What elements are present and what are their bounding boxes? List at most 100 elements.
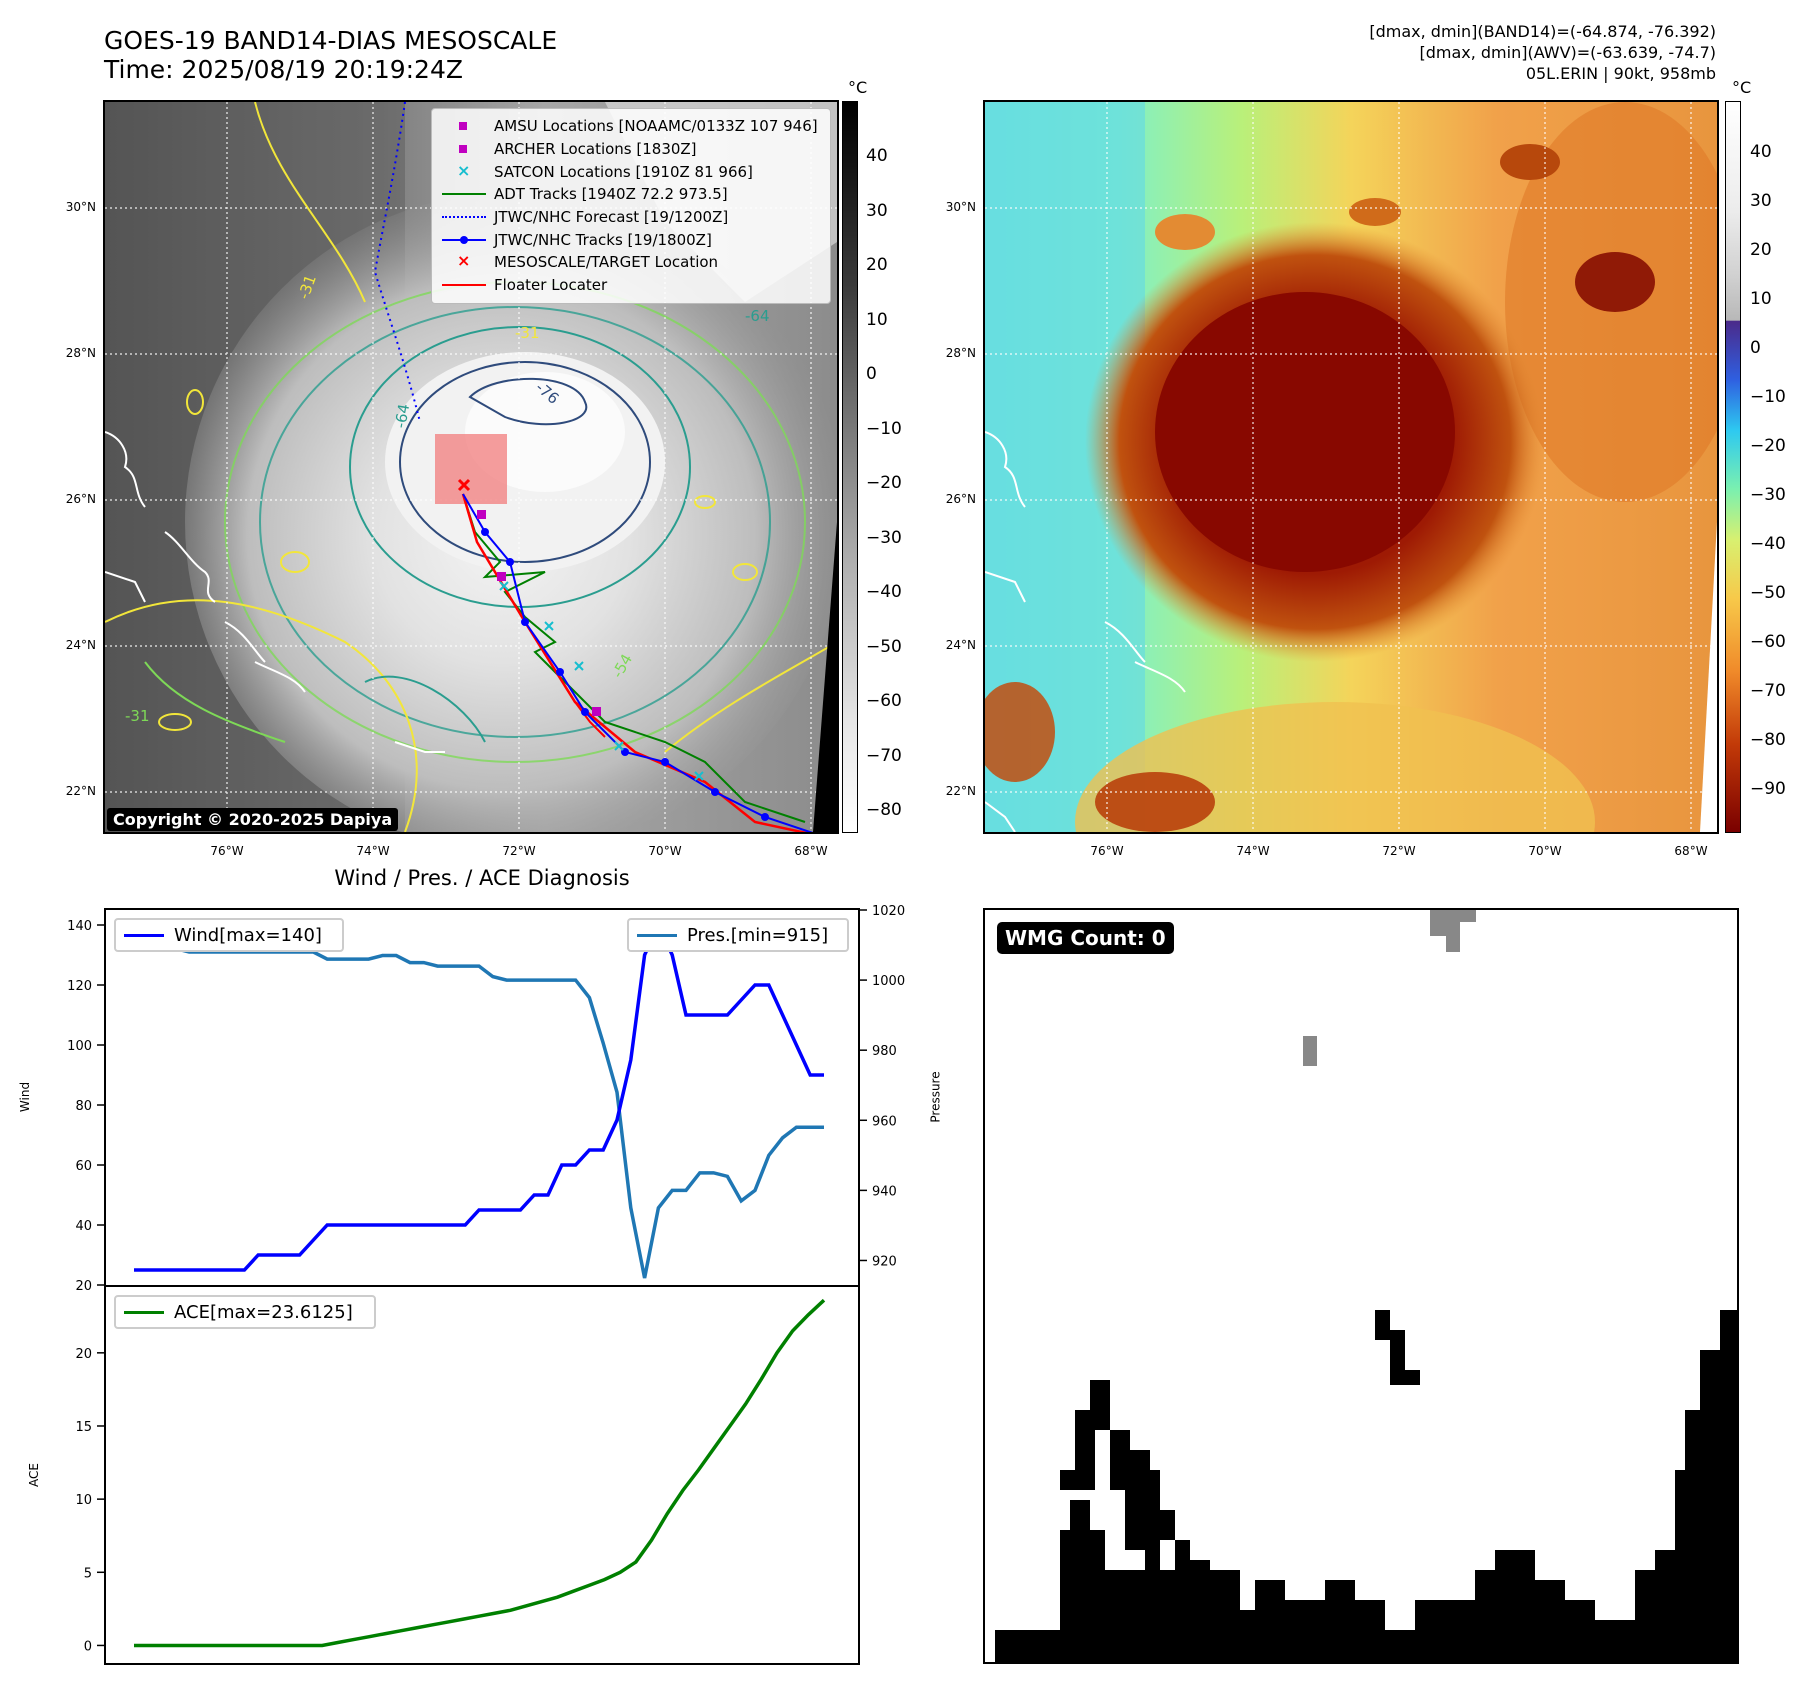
colorbar-tick: 0 xyxy=(866,364,877,384)
wmg-count-badge: WMG Count: 0 xyxy=(997,922,1174,954)
ace-tick-label: 15 xyxy=(75,1420,92,1435)
legend-label: JTWC/NHC Forecast [19/1200Z] xyxy=(494,208,729,227)
lon-label: 74°W xyxy=(356,844,390,858)
ace-tick-label: 10 xyxy=(75,1493,92,1508)
colorbar-tick: −80 xyxy=(1750,730,1786,750)
wmg-panel: WMG Count: 0 xyxy=(983,908,1739,1664)
wind-tick-label: 60 xyxy=(75,1159,92,1174)
wind-axis-label: Wind xyxy=(18,1081,33,1113)
band14-colorbar xyxy=(842,101,858,833)
pressure-legend-label: Pres.[min=915] xyxy=(687,924,829,946)
square-icon xyxy=(459,145,467,154)
colorbar-tick: −10 xyxy=(866,418,902,439)
lon-label: 68°W xyxy=(1674,844,1708,858)
wind-legend: Wind[max=140] xyxy=(114,918,344,952)
lat-label: 22°N xyxy=(945,784,976,798)
lat-label: 24°N xyxy=(65,638,96,652)
wind-tick-label: 140 xyxy=(67,919,92,934)
legend-item-amsu: AMSU Locations [NOAAMC/0133Z 107 946] xyxy=(442,115,820,138)
wmg-mask-image xyxy=(995,910,1737,1662)
info-awv-range: [dmax, dmin](AWV)=(-63.639, -74.7) xyxy=(1419,43,1716,62)
legend-item-adt: ADT Tracks [1940Z 72.2 973.5] xyxy=(442,183,820,206)
legend-item-forecast: JTWC/NHC Forecast [19/1200Z] xyxy=(442,206,820,229)
awv-map xyxy=(983,100,1719,834)
colorbar-tick: 10 xyxy=(866,309,888,330)
colorbar-tick: −10 xyxy=(1750,387,1786,407)
lat-label: 28°N xyxy=(945,346,976,360)
colorbar-tick: −40 xyxy=(866,582,902,602)
ace-plot xyxy=(104,1285,860,1665)
legend-item-satcon: × SATCON Locations [1910Z 81 966] xyxy=(442,160,820,183)
x-marker-icon: × xyxy=(457,251,471,271)
pressure-tick-label: 1000 xyxy=(872,974,905,989)
lon-label: 72°W xyxy=(1382,844,1416,858)
legend-label: ADT Tracks [1940Z 72.2 973.5] xyxy=(494,185,728,204)
legend-item-archer: ARCHER Locations [1830Z] xyxy=(442,138,820,161)
legend-label: ARCHER Locations [1830Z] xyxy=(494,140,697,159)
pressure-legend: Pres.[min=915] xyxy=(627,918,849,952)
wind-tick-label: 40 xyxy=(75,1219,92,1234)
x-marker-icon: × xyxy=(457,160,471,180)
wind-pressure-plot xyxy=(104,908,860,1287)
colorbar-unit: °C xyxy=(1732,78,1752,97)
contour-label: -31 xyxy=(515,324,540,342)
lat-label: 22°N xyxy=(65,784,96,798)
colorbar-tick: 40 xyxy=(1750,142,1772,162)
ace-axis-label: ACE xyxy=(26,1463,41,1487)
colorbar-tick: −90 xyxy=(1750,779,1786,799)
lon-label: 70°W xyxy=(1528,844,1562,858)
line-icon xyxy=(442,284,486,287)
colorbar-tick: 0 xyxy=(1750,338,1761,358)
info-band14-range: [dmax, dmin](BAND14)=(-64.874, -76.392) xyxy=(1369,22,1716,41)
lon-label: 70°W xyxy=(648,844,682,858)
wind-tick-label: 20 xyxy=(75,1279,92,1294)
legend-label: Floater Locater xyxy=(494,276,608,295)
ace-tick-label: 0 xyxy=(84,1639,92,1654)
lon-label: 76°W xyxy=(1090,844,1124,858)
band14-map: -31 -64 -76 -64 -31 -54 -31 AMSU Locatio… xyxy=(103,100,839,834)
awv-map-image xyxy=(985,102,1717,832)
ace-legend: ACE[max=23.6125] xyxy=(114,1295,376,1329)
chart-title: GOES-19 BAND14-DIAS MESOSCALE xyxy=(104,26,558,55)
pressure-tick-label: 940 xyxy=(872,1184,897,1199)
lat-label: 30°N xyxy=(945,200,976,214)
chart-time: Time: 2025/08/19 20:19:24Z xyxy=(104,55,463,84)
colorbar-tick: −30 xyxy=(1750,485,1786,505)
pressure-tick-label: 920 xyxy=(872,1254,897,1269)
legend-label: AMSU Locations [NOAAMC/0133Z 107 946] xyxy=(494,117,818,136)
colorbar-tick: −70 xyxy=(1750,681,1786,701)
pressure-tick-label: 1020 xyxy=(872,904,905,919)
awv-colorbar xyxy=(1725,101,1741,833)
colorbar-tick: −50 xyxy=(1750,583,1786,603)
lon-label: 76°W xyxy=(210,844,244,858)
colorbar-unit: °C xyxy=(848,78,868,97)
wind-tick-label: 80 xyxy=(75,1099,92,1114)
ace-legend-label: ACE[max=23.6125] xyxy=(174,1301,353,1323)
line-icon xyxy=(124,933,164,937)
colorbar-tick: −60 xyxy=(866,691,902,711)
colorbar-tick: 30 xyxy=(1750,191,1772,211)
colorbar-tick: 20 xyxy=(1750,240,1772,260)
colorbar-tick: 30 xyxy=(866,200,888,221)
diagnosis-title: Wind / Pres. / ACE Diagnosis xyxy=(334,866,630,890)
colorbar-tick: −40 xyxy=(1750,534,1786,554)
map-legend: AMSU Locations [NOAAMC/0133Z 107 946] AR… xyxy=(431,108,831,304)
line-icon xyxy=(442,193,486,196)
lat-label: 28°N xyxy=(65,346,96,360)
lat-label: 26°N xyxy=(945,492,976,506)
line-icon xyxy=(124,1310,164,1314)
lat-label: 26°N xyxy=(65,492,96,506)
lon-label: 74°W xyxy=(1236,844,1270,858)
colorbar-tick: −80 xyxy=(866,800,902,820)
legend-item-tracks: JTWC/NHC Tracks [19/1800Z] xyxy=(442,228,820,251)
wind-tick-label: 100 xyxy=(67,1039,92,1054)
lon-label: 72°W xyxy=(502,844,536,858)
wind-tick-label: 120 xyxy=(67,979,92,994)
colorbar-tick: 10 xyxy=(1750,289,1772,309)
ace-tick-label: 20 xyxy=(75,1347,92,1362)
colorbar-tick: −30 xyxy=(866,527,902,548)
colorbar-tick: −60 xyxy=(1750,632,1786,652)
lat-label: 30°N xyxy=(65,200,96,214)
pressure-axis-label: Pressure xyxy=(928,1071,943,1123)
line-icon xyxy=(637,933,677,937)
